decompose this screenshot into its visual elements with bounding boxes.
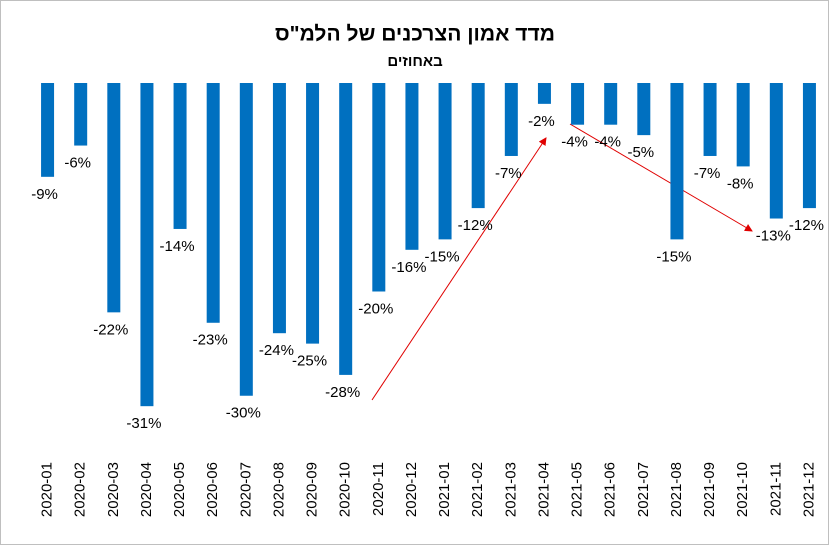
value-label: -6% xyxy=(64,155,91,172)
bar xyxy=(405,83,419,250)
x-tick-label: 2020-11 xyxy=(370,462,387,516)
trend-arrow xyxy=(371,137,547,401)
x-tick-label: 2020-05 xyxy=(171,462,188,517)
bar xyxy=(107,83,121,313)
bar xyxy=(74,83,88,146)
bar xyxy=(339,83,353,375)
x-tick-label: 2021-12 xyxy=(800,462,817,517)
bar xyxy=(140,83,154,407)
x-tick-label: 2021-02 xyxy=(469,462,486,517)
x-tick-label: 2020-09 xyxy=(304,462,321,517)
value-label: -7% xyxy=(495,165,522,182)
value-label: -2% xyxy=(528,113,555,130)
x-tick-label: 2021-10 xyxy=(734,462,751,517)
value-label: -28% xyxy=(325,384,360,401)
bar xyxy=(206,83,220,323)
value-label: -12% xyxy=(789,217,824,234)
x-tick-label: 2021-05 xyxy=(569,462,586,517)
bar xyxy=(438,83,452,240)
x-tick-label: 2021-08 xyxy=(668,462,685,517)
value-label: -14% xyxy=(160,238,195,255)
x-tick-label: 2020-02 xyxy=(72,462,89,517)
value-label: -20% xyxy=(358,300,393,317)
x-tick-label: 2021-04 xyxy=(535,462,552,517)
bar xyxy=(637,83,651,136)
bar xyxy=(736,83,750,167)
bar xyxy=(703,83,717,156)
bar xyxy=(802,83,816,209)
x-tick-label: 2020-12 xyxy=(403,462,420,517)
value-label: -12% xyxy=(458,217,493,234)
x-tick-label: 2020-08 xyxy=(270,462,287,517)
value-label: -4% xyxy=(594,134,621,151)
value-label: -8% xyxy=(727,175,754,192)
x-tick-label: 2021-06 xyxy=(602,462,619,517)
value-label: -24% xyxy=(259,342,294,359)
value-label: -7% xyxy=(694,165,721,182)
x-tick-label: 2020-01 xyxy=(39,462,56,517)
bar xyxy=(670,83,684,240)
bar xyxy=(306,83,320,344)
trend-arrow xyxy=(569,123,753,232)
x-tick-label: 2020-06 xyxy=(204,462,221,517)
value-label: -15% xyxy=(425,248,460,265)
value-label: -23% xyxy=(193,332,228,349)
chart-title: מדד אמון הצרכנים של הלמ"ס xyxy=(275,23,555,46)
value-label: -25% xyxy=(292,353,327,370)
bar xyxy=(604,83,618,125)
x-tick-label: 2021-07 xyxy=(635,462,652,517)
bar xyxy=(372,83,386,292)
value-label: -30% xyxy=(226,405,261,422)
bar xyxy=(769,83,783,219)
chart-subtitle: באחוזים xyxy=(387,53,443,70)
x-tick-label: 2021-11 xyxy=(767,462,784,516)
x-tick-label: 2021-03 xyxy=(502,462,519,517)
bar xyxy=(173,83,187,229)
bar xyxy=(571,83,585,125)
bar xyxy=(239,83,253,396)
value-label: -5% xyxy=(627,144,654,161)
x-tick-label: 2020-04 xyxy=(138,462,155,517)
value-label: -22% xyxy=(93,321,128,338)
value-label: -9% xyxy=(31,186,58,203)
value-label: -16% xyxy=(391,259,426,276)
value-label: -15% xyxy=(656,248,691,265)
value-label: -31% xyxy=(126,415,161,432)
x-tick-label: 2020-10 xyxy=(337,462,354,517)
x-tick-label: 2020-03 xyxy=(105,462,122,517)
bar xyxy=(504,83,518,156)
x-tick-label: 2021-09 xyxy=(701,462,718,517)
value-label: -4% xyxy=(561,134,588,151)
bar xyxy=(471,83,485,209)
bar xyxy=(272,83,286,334)
bar xyxy=(41,83,55,177)
bar xyxy=(537,83,551,104)
x-tick-label: 2020-07 xyxy=(237,462,254,517)
x-tick-label: 2021-01 xyxy=(436,462,453,517)
value-label: -13% xyxy=(756,227,791,244)
